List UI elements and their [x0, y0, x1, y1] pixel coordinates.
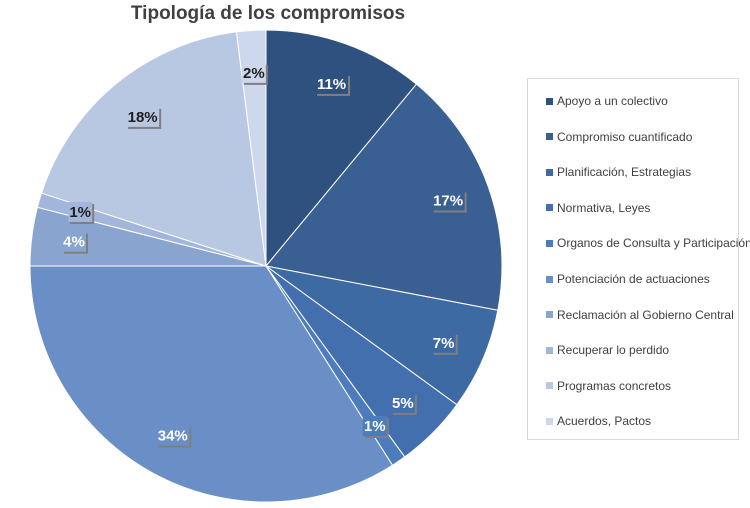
data-label-compromiso-cuantificado: 17% [431, 190, 467, 213]
data-label-recuperar-lo-perdido: 1% [68, 202, 95, 225]
legend-label: Planificación, Estrategias [557, 165, 692, 180]
svg-text:34%: 34% [158, 428, 188, 445]
legend-label: Potenciación de actuaciones [557, 272, 710, 286]
data-label-acuerdos-pactos: 2% [241, 62, 268, 85]
legend-swatch [546, 417, 553, 425]
svg-text:1%: 1% [69, 204, 91, 221]
legend-swatch [546, 239, 553, 247]
svg-text:2%: 2% [243, 65, 265, 82]
legend-label: Normativa, Leyes [557, 200, 651, 215]
svg-text:4%: 4% [63, 234, 85, 251]
pie-slices [29, 29, 503, 503]
chart-title: Tipología de los compromisos [130, 3, 406, 24]
legend-label: Apoyo a un colectivo [557, 94, 668, 108]
data-label-apoyo-a-un-colectivo: 11% [315, 73, 351, 96]
legend-item-compromiso-cuantificado: Compromiso cuantificado [546, 129, 692, 145]
legend-item-normativa-leyes: Normativa, Leyes [546, 200, 650, 216]
pie-slice-acuerdos-pactos [235, 29, 267, 267]
pie-data-labels: 11% 17% 7% 5% 1% 34% 4% 1% 18% 2% [62, 62, 467, 448]
legend-swatch [546, 346, 553, 354]
legend-item-reclamacion-al-gobierno-central: Reclamación al Gobierno Central [546, 307, 734, 323]
legend-label: Reclamación al Gobierno Central [557, 307, 734, 322]
pie-slice-programas-concretos [40, 31, 267, 267]
legend-swatch [546, 133, 553, 141]
svg-text:5%: 5% [392, 395, 414, 412]
svg-text:1%: 1% [364, 418, 386, 435]
data-label-normativa-leyes: 5% [390, 392, 417, 415]
data-label-potenciacion-de-actuaciones: 34% [156, 425, 192, 448]
pie-slice-planificacion-estrategias [265, 265, 499, 406]
legend-item-organos-de-consulta-y-participacion: Organos de Consulta y Participación [546, 235, 750, 251]
data-label-reclamacion-al-gobierno-central: 4% [62, 231, 89, 254]
data-label-planificacion-estrategias: 7% [431, 332, 458, 355]
svg-text:7%: 7% [433, 335, 455, 352]
legend-label: Acuerdos, Pactos [557, 414, 652, 429]
legend-item-recuperar-lo-perdido: Recuperar lo perdido [546, 342, 669, 358]
legend-item-programas-concretos: Programas concretos [546, 378, 671, 394]
legend-item-planificacion-estrategias: Planificación, Estrategias [546, 164, 691, 180]
legend-swatch [546, 275, 553, 283]
legend-item-potenciacion-de-actuaciones: Potenciación de actuaciones [546, 271, 710, 287]
legend: Apoyo a un colectivo Compromiso cuantific… [527, 78, 750, 440]
legend-item-apoyo-a-un-colectivo: Apoyo a un colectivo [546, 93, 668, 109]
legend-swatch [546, 168, 553, 176]
pie-chart: 11% 17% 7% 5% 1% 34% 4% 1% 18% 2% [29, 29, 503, 503]
legend-swatch [546, 311, 553, 319]
legend-swatch [546, 97, 553, 105]
data-label-programas-concretos: 18% [126, 106, 162, 129]
legend-label: Organos de Consulta y Participación [557, 236, 750, 251]
svg-text:17%: 17% [433, 192, 463, 209]
svg-text:18%: 18% [128, 109, 158, 126]
pie-slice-potenciacion-de-actuaciones [29, 265, 394, 503]
legend-item-acuerdos-pactos: Acuerdos, Pactos [546, 413, 651, 429]
pie-slice-apoyo-a-un-colectivo [265, 29, 418, 268]
data-label-organos-de-consulta-y-participacion: 1% [362, 416, 389, 439]
legend-label: Recuperar lo perdido [557, 343, 670, 358]
svg-text:11%: 11% [317, 76, 346, 93]
legend-swatch [546, 382, 553, 390]
pie-slice-compromiso-cuantificado [265, 83, 503, 311]
legend-swatch [546, 204, 553, 212]
legend-label: Compromiso cuantificado [557, 129, 693, 144]
legend-label: Programas concretos [557, 378, 672, 393]
